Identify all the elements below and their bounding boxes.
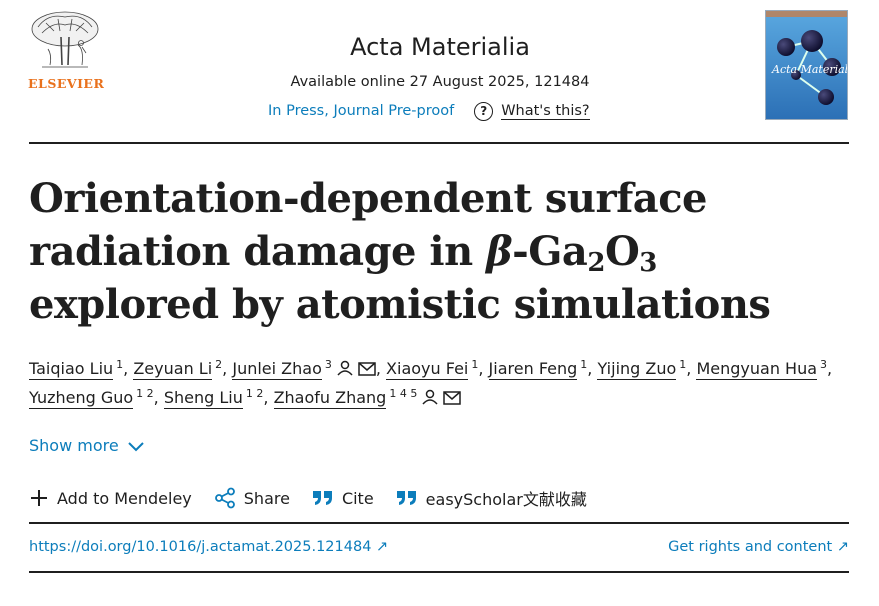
mendeley-label: Add to Mendeley xyxy=(57,488,192,508)
author-affiliation: 1 xyxy=(679,358,687,371)
rights-link[interactable]: Get rights and content ↗ xyxy=(668,539,849,555)
question-icon: ? xyxy=(474,101,494,121)
doi-row: https://doi.org/10.1016/j.actamat.2025.1… xyxy=(29,536,849,560)
author-separator: , xyxy=(263,388,269,407)
author-name: Sheng Liu xyxy=(163,388,243,409)
show-more-label: Show more xyxy=(29,436,119,455)
author-separator: , xyxy=(478,359,484,378)
cover-title: Acta Materialia xyxy=(771,63,848,76)
title-text-2: -Ga xyxy=(512,228,588,275)
actions-divider xyxy=(29,522,849,524)
author-name: Yijing Zuo xyxy=(597,359,677,380)
available-online: Available online 27 August 2025, 121484 xyxy=(290,74,590,90)
article-actions: Add to Mendeley Share Cite easyScholar文献… xyxy=(29,484,609,512)
person-icon xyxy=(337,360,353,376)
whats-this-label: What's this? xyxy=(501,102,590,120)
cite-label: Cite xyxy=(341,488,374,508)
author-name: Jiaren Feng xyxy=(488,359,578,380)
title-subscript-2: 3 xyxy=(639,248,657,278)
share-label: Share xyxy=(243,488,290,508)
title-text-3: O xyxy=(604,228,640,275)
author-jiaren-feng[interactable]: Jiaren Feng 1 xyxy=(488,358,588,380)
elsevier-logo[interactable] xyxy=(28,9,102,93)
author-name: Mengyuan Hua xyxy=(696,359,818,380)
author-zhaofu-zhang[interactable]: Zhaofu Zhang 1 4 5 xyxy=(273,387,462,409)
author-list: Taiqiao Liu 1, Zeyuan Li 2, Junlei Zhao 3, … xyxy=(29,354,849,412)
quote-icon xyxy=(312,491,332,505)
footer-divider xyxy=(29,571,849,573)
author-zeyuan-li[interactable]: Zeyuan Li 2 xyxy=(133,358,223,380)
journal-cover-image: Acta Materialia xyxy=(766,11,848,119)
journal-cover[interactable]: Acta Materialia xyxy=(765,10,848,120)
email-icon xyxy=(443,391,462,405)
article-header: ELSEVIER Acta Materialia Available onlin… xyxy=(0,0,879,144)
author-affiliation: 3 xyxy=(820,358,828,371)
author-affiliation: 1 2 xyxy=(136,387,154,400)
elsevier-tree-icon xyxy=(31,11,99,68)
author-separator: , xyxy=(153,388,159,407)
title-text-1: Orientation-dependent surface radiation … xyxy=(29,175,708,275)
cite-button[interactable]: Cite xyxy=(312,489,374,508)
author-separator: , xyxy=(686,359,692,378)
author-name: Zhaofu Zhang xyxy=(273,388,387,409)
author-name: Zeyuan Li xyxy=(133,359,213,380)
plus-icon xyxy=(31,490,47,506)
header-divider xyxy=(29,142,849,144)
easyscholar-label: easyScholar文献收藏 xyxy=(425,490,587,509)
add-to-mendeley-button[interactable]: Add to Mendeley xyxy=(29,488,192,508)
author-mengyuan-hua[interactable]: Mengyuan Hua 3 xyxy=(696,358,828,380)
author-name: Yuzheng Guo xyxy=(29,388,134,409)
author-xiaoyu-fei[interactable]: Xiaoyu Fei 1 xyxy=(386,358,479,380)
doi-link[interactable]: https://doi.org/10.1016/j.actamat.2025.1… xyxy=(29,539,389,555)
author-separator: , xyxy=(587,359,593,378)
author-affiliation: 1 4 5 xyxy=(389,387,418,400)
author-yijing-zuo[interactable]: Yijing Zuo 1 xyxy=(597,358,687,380)
author-name: Taiqiao Liu xyxy=(29,359,114,380)
author-affiliation: 3 xyxy=(324,358,332,371)
author-separator: , xyxy=(827,359,833,378)
author-separator: , xyxy=(222,359,228,378)
author-separator: , xyxy=(123,359,129,378)
journal-status-link[interactable]: In Press, Journal Pre-proof xyxy=(268,103,455,119)
email-icon xyxy=(358,362,376,376)
author-affiliation: 1 2 xyxy=(245,387,264,400)
author-name: Xiaoyu Fei xyxy=(386,359,469,380)
show-more-button[interactable]: Show more xyxy=(29,436,145,455)
author-affiliation: 1 xyxy=(471,358,479,371)
author-junlei-zhao[interactable]: Junlei Zhao 3 xyxy=(232,358,376,380)
author-separator: , xyxy=(375,359,381,378)
share-icon xyxy=(214,487,235,509)
title-beta: β xyxy=(486,228,513,275)
author-taiqiao-liu[interactable]: Taiqiao Liu 1 xyxy=(29,358,124,380)
publisher-name: ELSEVIER xyxy=(28,76,105,91)
quote-icon xyxy=(396,491,416,505)
person-icon xyxy=(422,389,438,405)
share-button[interactable]: Share xyxy=(214,487,290,509)
easyscholar-button[interactable]: easyScholar文献收藏 xyxy=(396,486,587,510)
author-sheng-liu[interactable]: Sheng Liu 1 2 xyxy=(163,387,264,409)
journal-title[interactable]: Acta Materialia xyxy=(350,33,530,61)
author-affiliation: 1 xyxy=(580,358,588,371)
article-title: Orientation-dependent surface radiation … xyxy=(29,172,849,331)
author-name: Junlei Zhao xyxy=(232,359,322,380)
author-yuzheng-guo[interactable]: Yuzheng Guo 1 2 xyxy=(29,387,154,409)
author-affiliation: 1 xyxy=(116,358,124,371)
chevron-down-icon xyxy=(127,441,144,451)
whats-this-button[interactable]: ? What's this? xyxy=(474,101,590,121)
title-text-4: explored by atomistic simulations xyxy=(29,281,771,328)
status-row: In Press, Journal Pre-proof ? What's thi… xyxy=(268,100,590,122)
author-affiliation: 2 xyxy=(215,358,223,371)
title-subscript-1: 2 xyxy=(587,248,605,278)
